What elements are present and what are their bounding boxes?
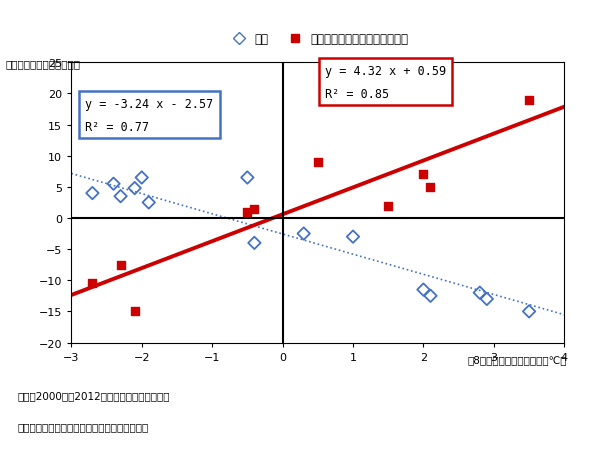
- Point: [426, 184, 435, 191]
- Text: （8月の最高気温、前年差、℃）: （8月の最高気温、前年差、℃）: [467, 354, 567, 364]
- Point: [313, 159, 323, 166]
- Text: （消費金額、前年比、％）: （消費金額、前年比、％）: [6, 59, 81, 69]
- Point: [242, 209, 252, 216]
- Point: [88, 280, 97, 287]
- Point: [249, 206, 259, 213]
- Point: [419, 286, 428, 294]
- Text: （出所）総務省、気象庁統計より大和総研作成: （出所）総務省、気象庁統計より大和総研作成: [18, 422, 149, 432]
- Point: [116, 262, 125, 269]
- Point: [130, 308, 140, 315]
- Point: [242, 175, 252, 182]
- Point: [137, 175, 147, 182]
- Point: [482, 296, 492, 303]
- Point: [525, 97, 534, 104]
- Point: [130, 185, 140, 192]
- Point: [384, 202, 393, 210]
- Point: [299, 230, 308, 238]
- Point: [525, 308, 534, 315]
- Point: [426, 293, 435, 300]
- Legend: みそ, アイスクリーム・シャーベット: みそ, アイスクリーム・シャーベット: [223, 28, 413, 51]
- Point: [419, 171, 428, 179]
- Text: y = 4.32 x + 0.59
R² = 0.85: y = 4.32 x + 0.59 R² = 0.85: [325, 64, 446, 100]
- Text: y = -3.24 x - 2.57
R² = 0.77: y = -3.24 x - 2.57 R² = 0.77: [86, 97, 214, 133]
- Point: [116, 193, 125, 200]
- Point: [109, 181, 118, 188]
- Text: 図表１　8月の最高気温と８月の消費金額（アイス、みそ）: 図表１ 8月の最高気温と８月の消費金額（アイス、みそ）: [7, 15, 225, 28]
- Point: [144, 199, 153, 207]
- Text: （注）2000年～2012年のデータを基に算出。: （注）2000年～2012年のデータを基に算出。: [18, 390, 170, 400]
- Point: [88, 190, 97, 197]
- Point: [475, 290, 485, 297]
- Point: [348, 234, 358, 241]
- Point: [249, 240, 259, 247]
